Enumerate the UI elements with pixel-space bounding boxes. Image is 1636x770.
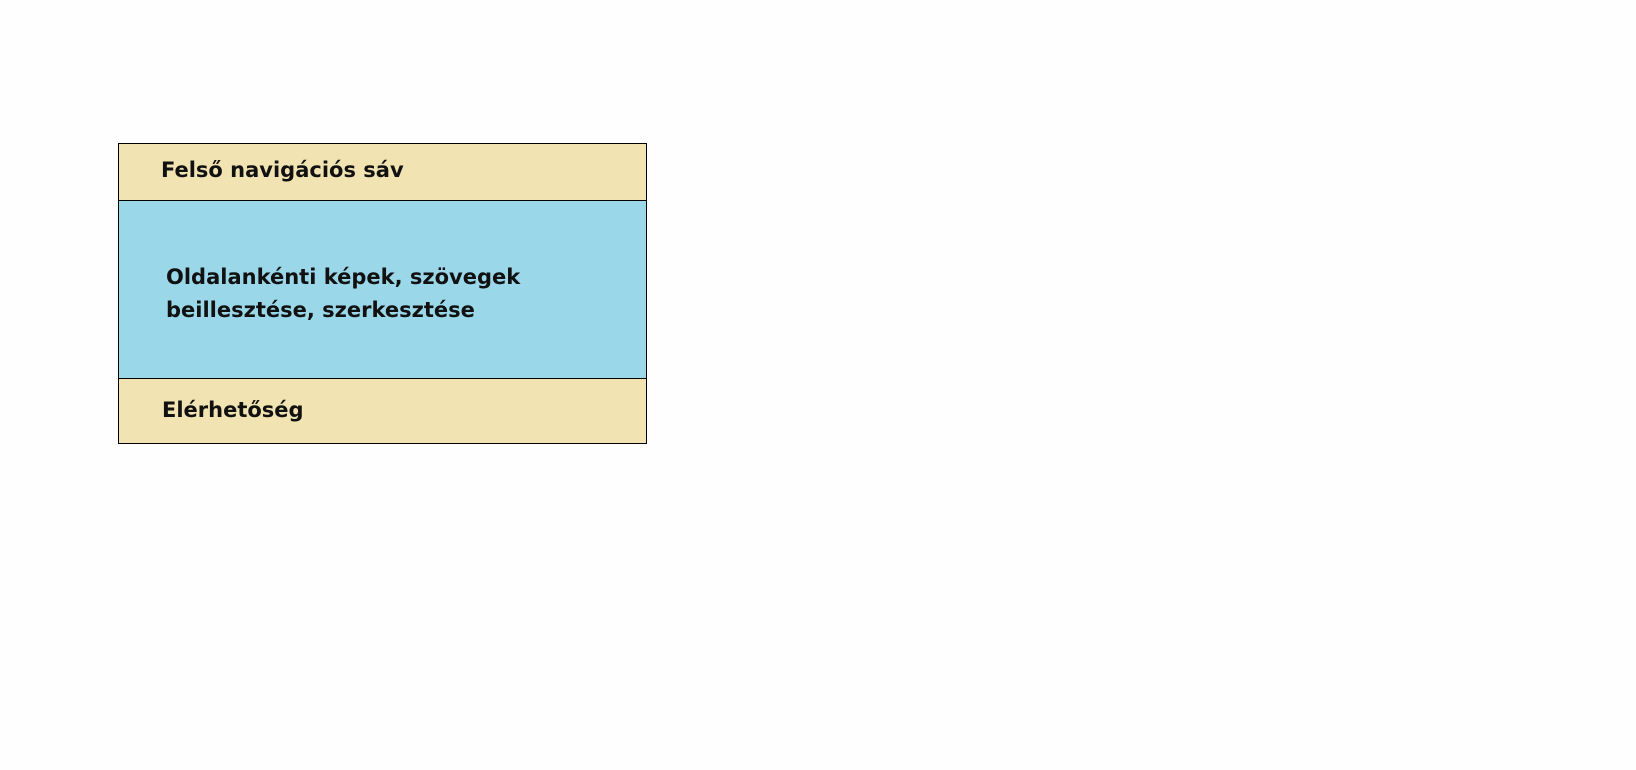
footer-contact-block: Elérhetőség bbox=[118, 378, 647, 444]
content-label: Oldalankénti képek, szövegek beillesztés… bbox=[166, 265, 521, 322]
header-navigation-block: Felső navigációs sáv bbox=[118, 143, 647, 201]
page-layout-wireframe: Felső navigációs sáv Oldalankénti képek,… bbox=[118, 143, 647, 444]
footer-contact-label: Elérhetőség bbox=[162, 398, 304, 422]
header-navigation-label: Felső navigációs sáv bbox=[161, 158, 404, 182]
content-block: Oldalankénti képek, szövegek beillesztés… bbox=[118, 200, 647, 379]
